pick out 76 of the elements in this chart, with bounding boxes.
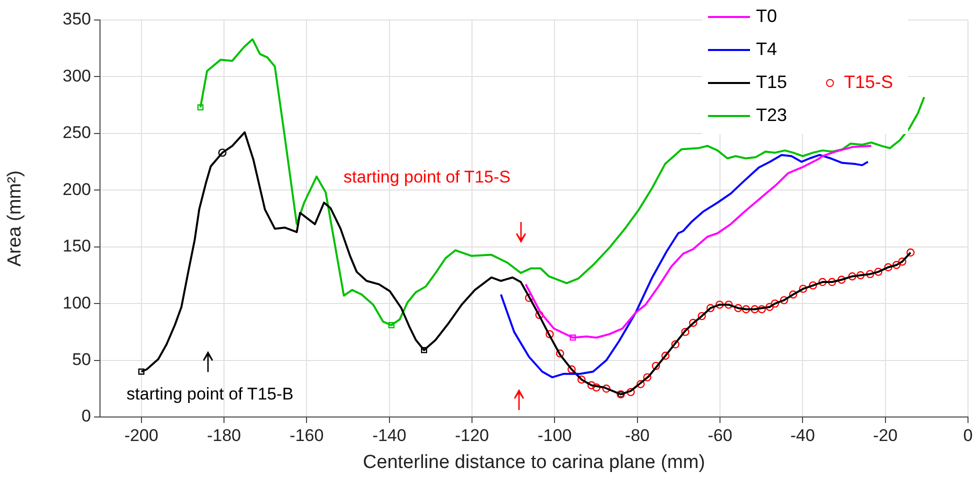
point	[828, 278, 836, 286]
y-tick-label: 250	[62, 123, 91, 142]
point	[587, 381, 596, 390]
point	[837, 276, 846, 284]
y-tick-label: 100	[62, 293, 91, 312]
point	[652, 362, 660, 370]
point	[892, 260, 901, 270]
point	[898, 258, 906, 266]
point	[681, 328, 690, 336]
point	[643, 373, 652, 382]
point	[556, 349, 564, 358]
point	[848, 272, 856, 280]
legend-label: T15	[756, 72, 788, 93]
point	[742, 305, 750, 314]
point	[661, 352, 670, 360]
x-tick-label: -80	[625, 426, 650, 445]
point	[758, 305, 766, 314]
point	[197, 104, 204, 110]
point	[570, 334, 576, 341]
y-tick-label: 50	[72, 350, 91, 369]
y-tick-label: 350	[62, 10, 91, 29]
point	[568, 365, 576, 374]
x-tick-label: 0	[963, 426, 973, 445]
point	[818, 278, 827, 286]
x-tick-label: -200	[124, 426, 158, 445]
legend-label: T0	[756, 6, 778, 27]
point	[906, 248, 915, 257]
point	[535, 310, 544, 320]
y-tick-label: 300	[62, 66, 91, 86]
point	[636, 380, 645, 388]
point	[524, 294, 534, 302]
point	[546, 330, 554, 338]
point	[715, 300, 724, 309]
legend-label: T15-S	[844, 72, 894, 93]
point	[789, 290, 798, 299]
y-tick-label: 0	[82, 406, 91, 426]
legend-label: T4	[756, 39, 778, 60]
point	[770, 299, 780, 308]
y-tick-label: 200	[62, 180, 91, 199]
point	[577, 375, 586, 384]
legend-label: T23	[756, 105, 788, 126]
point	[866, 270, 874, 278]
point	[706, 304, 715, 312]
point	[689, 318, 698, 327]
x-tick-label: -20	[873, 426, 898, 445]
annotation: starting point of T15-S	[344, 168, 510, 187]
x-tick-label: -60	[708, 426, 732, 445]
point	[138, 368, 144, 375]
point	[856, 271, 865, 280]
point	[798, 284, 808, 293]
point	[724, 300, 733, 309]
x-tick-label: -180	[206, 426, 242, 445]
point	[884, 263, 892, 272]
y-axis-title: Area (mm²)	[4, 170, 26, 267]
x-axis-title: Centerline distance to carina plane (mm)	[362, 452, 706, 473]
x-tick-label: -140	[372, 426, 406, 445]
point	[626, 388, 635, 396]
point	[388, 322, 394, 328]
point	[766, 302, 774, 312]
x-tick-label: -100	[538, 426, 572, 445]
point	[874, 268, 882, 276]
point	[808, 281, 818, 290]
point	[592, 383, 601, 392]
point	[750, 305, 759, 314]
x-tick-label: -160	[290, 426, 324, 445]
point	[420, 347, 428, 354]
point	[671, 340, 680, 349]
point	[602, 384, 610, 393]
point	[218, 148, 226, 157]
x-tick-label: -120	[454, 426, 490, 445]
x-tick-label: -40	[790, 426, 815, 445]
annotation: starting point of T15-B	[126, 384, 294, 404]
point	[780, 296, 788, 304]
point	[698, 312, 706, 320]
point	[734, 304, 742, 312]
y-tick-label: 150	[62, 236, 91, 256]
